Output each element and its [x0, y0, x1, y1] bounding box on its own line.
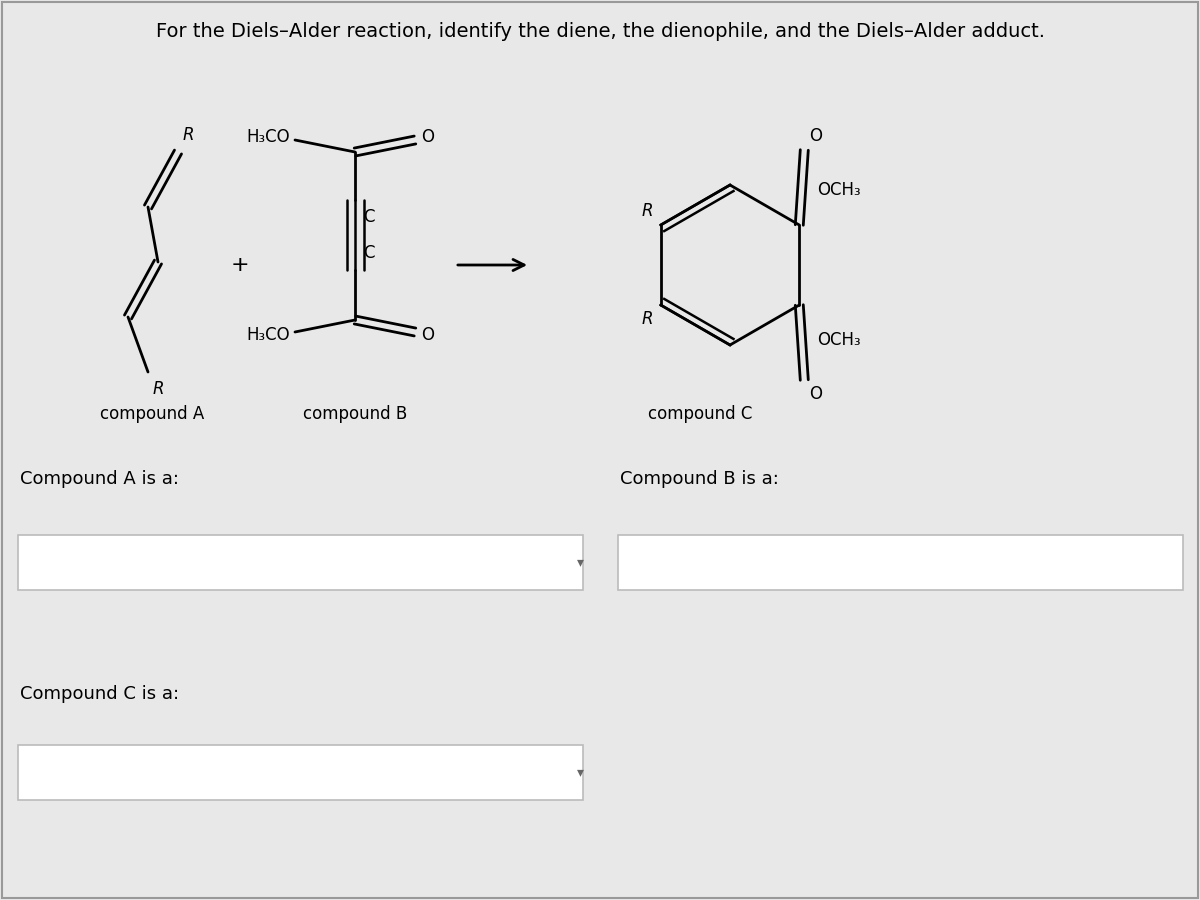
Text: compound A: compound A	[100, 405, 204, 423]
Bar	[618, 535, 1183, 590]
Text: For the Diels–Alder reaction, identify the diene, the dienophile, and the Diels–: For the Diels–Alder reaction, identify t…	[156, 22, 1044, 41]
Text: H₃CO: H₃CO	[246, 326, 290, 344]
Text: C: C	[364, 244, 374, 262]
Text: compound C: compound C	[648, 405, 752, 423]
Bar	[18, 535, 583, 590]
Text: compound B: compound B	[302, 405, 407, 423]
Text: O: O	[809, 127, 822, 145]
Text: +: +	[230, 255, 250, 275]
Text: Compound C is a:: Compound C is a:	[20, 685, 179, 703]
Bar	[18, 745, 583, 800]
Text: ▾: ▾	[576, 555, 583, 569]
Text: R: R	[182, 126, 194, 144]
Text: OCH₃: OCH₃	[817, 181, 860, 199]
Text: R: R	[641, 310, 653, 328]
Text: C: C	[364, 208, 374, 226]
Text: O: O	[421, 128, 434, 146]
Text: OCH₃: OCH₃	[817, 331, 860, 349]
Text: R: R	[641, 202, 653, 220]
Text: ▾: ▾	[576, 765, 583, 779]
Text: Compound A is a:: Compound A is a:	[20, 470, 179, 488]
Text: Compound B is a:: Compound B is a:	[620, 470, 779, 488]
Text: H₃CO: H₃CO	[246, 128, 290, 146]
Text: R: R	[154, 380, 164, 398]
Text: O: O	[809, 385, 822, 403]
Text: O: O	[421, 326, 434, 344]
